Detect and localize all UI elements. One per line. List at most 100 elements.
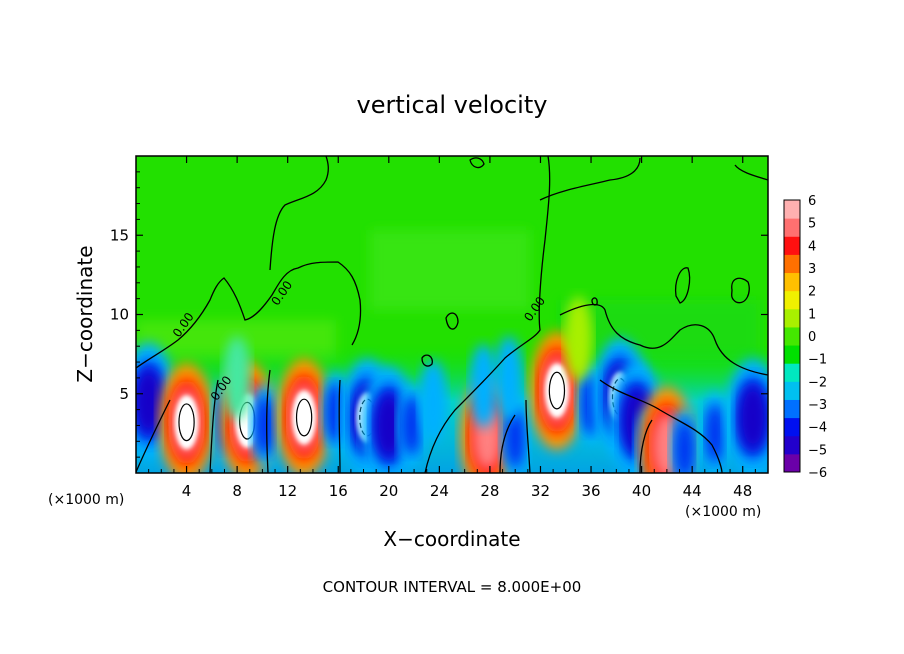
y-tick-label: 5 xyxy=(119,385,129,403)
x-tick-label: 24 xyxy=(430,482,449,500)
cell-contour xyxy=(178,403,195,442)
cell-ring xyxy=(738,385,768,450)
downdraft-cell xyxy=(494,336,524,420)
cell-ring xyxy=(292,390,316,445)
colorbar-swatch xyxy=(784,200,800,219)
y-tick-label: 10 xyxy=(110,306,129,324)
plot-area: 0.000.000.000.00 xyxy=(136,156,768,473)
cell-contour xyxy=(548,371,566,410)
downdraft-cell xyxy=(670,407,699,473)
colorbar-label: −2 xyxy=(808,375,827,390)
contour-zero-line xyxy=(674,267,691,304)
downdraft-cell xyxy=(418,359,448,444)
x-tick-label: 36 xyxy=(581,482,600,500)
y-tick-label: 15 xyxy=(110,226,129,244)
colorbar-swatch xyxy=(784,381,800,400)
colorbar-swatch xyxy=(784,218,800,237)
x-tick-label: 48 xyxy=(733,482,752,500)
cell-ring xyxy=(255,395,275,456)
downdraft-cell xyxy=(469,343,498,428)
updraft-cell xyxy=(276,358,332,473)
colorbar-label: −3 xyxy=(808,398,827,413)
contour-zero-line xyxy=(539,157,641,201)
colorbar-label: 2 xyxy=(808,285,816,300)
cell-ring xyxy=(564,296,593,381)
cell-ring xyxy=(374,393,404,458)
x-tick-label: 12 xyxy=(278,482,297,500)
cell-ring xyxy=(469,343,498,428)
colorbar-swatch xyxy=(784,308,800,328)
contour-zero-line xyxy=(734,164,768,181)
contour-zero-line xyxy=(338,379,341,473)
contour-zero-line xyxy=(525,399,531,473)
cell-ring xyxy=(174,395,199,450)
chart-title: vertical velocity xyxy=(357,91,548,119)
updraft-cell xyxy=(159,363,214,473)
contour-zero-line xyxy=(136,261,362,369)
colorbar-swatch xyxy=(784,417,800,437)
colorbar-swatch xyxy=(784,363,800,382)
colorbar-swatch xyxy=(784,453,800,473)
cell-ring xyxy=(136,369,163,434)
contour-zero-line xyxy=(599,379,723,473)
contour-zero-line xyxy=(469,157,485,169)
updraft-cell xyxy=(564,296,593,381)
contour-zero-line xyxy=(209,379,219,473)
cell-ring xyxy=(401,395,422,456)
x-unit-right: (×1000 m) xyxy=(685,504,761,520)
contour-zero-line xyxy=(136,399,171,473)
x-tick-label: 32 xyxy=(531,482,550,500)
contour-zero-line xyxy=(591,297,598,306)
contour-zero-line xyxy=(639,419,653,473)
downdraft-cell xyxy=(250,383,280,468)
x-axis-label: X−coordinate xyxy=(383,527,520,551)
contour-zero-line xyxy=(269,156,329,271)
colorbar-label: −6 xyxy=(808,466,827,481)
colorbar-label: −1 xyxy=(808,353,827,368)
x-tick-label: 8 xyxy=(232,482,242,500)
colorbar-label: 3 xyxy=(808,262,816,277)
colorbar-label: 0 xyxy=(808,330,816,345)
cell-ring xyxy=(418,359,448,444)
y-axis: 5 10 15 xyxy=(110,171,768,458)
colorbar-swatch xyxy=(784,399,800,419)
velocity-field-cells xyxy=(136,296,768,473)
x-axis: 4 8 12 16 20 24 28 32 36 40 44 48 xyxy=(148,156,756,500)
contour-lines xyxy=(136,156,768,473)
downdraft-cell xyxy=(725,358,768,473)
x-tick-label: 20 xyxy=(379,482,398,500)
cell-ring xyxy=(545,363,569,418)
colorbar-frame xyxy=(783,199,801,473)
contour-zero-line xyxy=(421,354,433,367)
cell-ring xyxy=(705,403,725,464)
downdraft-cell xyxy=(222,336,252,420)
colorbar-label: 5 xyxy=(808,217,816,232)
y-axis-label: Z−coordinate xyxy=(73,245,97,382)
contour-zero-line xyxy=(559,303,768,376)
x-tick-label: 28 xyxy=(480,482,499,500)
x-tick-label: 40 xyxy=(632,482,651,500)
colorbar-label: 4 xyxy=(808,239,816,254)
x-tick-label: 44 xyxy=(683,482,702,500)
cell-ring xyxy=(222,336,252,420)
cell-ring xyxy=(674,419,695,473)
colorbar-label: 6 xyxy=(808,194,816,209)
colorbar-swatch xyxy=(784,326,800,346)
cell-ring xyxy=(494,336,524,420)
x-tick-label: 16 xyxy=(329,482,348,500)
cell-contour xyxy=(295,398,313,437)
contour-zero-line xyxy=(445,312,459,330)
contour-zero-line xyxy=(266,369,271,473)
x-unit-left: (×1000 m) xyxy=(48,492,124,508)
colorbar: 6 5 4 3 2 1 0 −1 −2 −3 −4 −5 −6 xyxy=(783,194,827,481)
contour-zero-line xyxy=(424,156,551,473)
downdraft-cell xyxy=(700,391,730,473)
colorbar-swatch xyxy=(784,254,800,274)
contour-zero-line xyxy=(499,414,516,473)
x-tick-label: 4 xyxy=(182,482,192,500)
contour-interval-footer: CONTOUR INTERVAL = 8.000E+00 xyxy=(323,578,582,596)
colorbar-swatch xyxy=(784,236,800,255)
colorbar-label: −5 xyxy=(808,443,827,458)
colorbar-label: 1 xyxy=(808,307,816,322)
